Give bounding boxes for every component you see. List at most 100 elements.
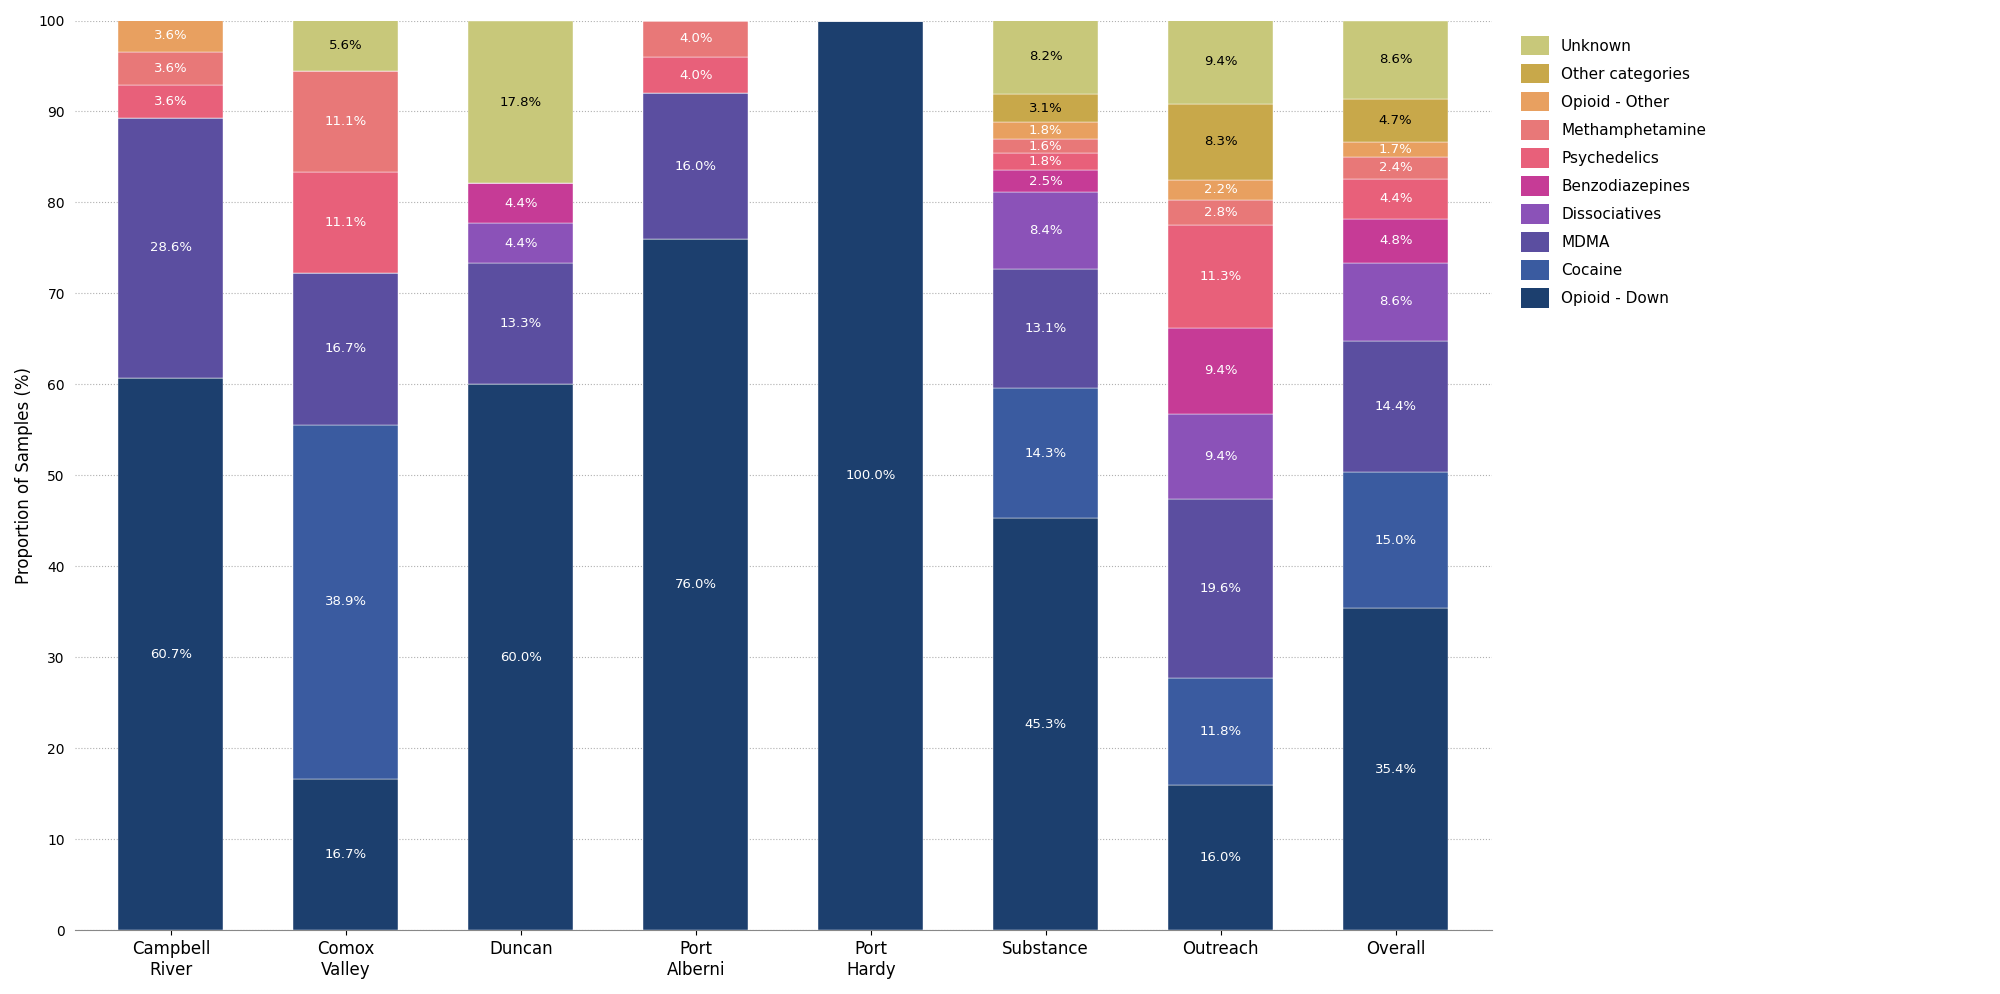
Text: 1.8%: 1.8% <box>1028 124 1062 137</box>
Bar <box>294 272 398 424</box>
Text: 16.7%: 16.7% <box>324 342 366 355</box>
Bar <box>468 22 574 183</box>
Bar <box>1168 180 1274 200</box>
Bar <box>468 183 574 224</box>
Bar <box>294 172 398 272</box>
Text: 1.6%: 1.6% <box>1028 139 1062 152</box>
Text: 4.4%: 4.4% <box>504 237 538 249</box>
Bar <box>994 518 1098 930</box>
Bar <box>1168 19 1274 104</box>
Bar <box>994 94 1098 122</box>
Text: 11.1%: 11.1% <box>324 216 366 229</box>
Bar <box>818 21 924 930</box>
Bar <box>994 170 1098 193</box>
Bar <box>1168 785 1274 930</box>
Text: 4.4%: 4.4% <box>1378 193 1412 206</box>
Bar <box>1344 262 1448 341</box>
Bar <box>994 269 1098 388</box>
Text: 3.6%: 3.6% <box>154 63 188 76</box>
Text: 14.4%: 14.4% <box>1374 400 1416 413</box>
Bar <box>994 193 1098 269</box>
Text: 9.4%: 9.4% <box>1204 365 1238 378</box>
Text: 4.0%: 4.0% <box>680 32 712 45</box>
Text: 11.3%: 11.3% <box>1200 270 1242 283</box>
Text: 8.6%: 8.6% <box>1378 53 1412 67</box>
Text: 11.8%: 11.8% <box>1200 725 1242 738</box>
Text: 8.6%: 8.6% <box>1378 295 1412 308</box>
Bar <box>468 385 574 930</box>
Text: 4.7%: 4.7% <box>1378 113 1412 126</box>
Bar <box>644 239 748 930</box>
Bar <box>644 21 748 57</box>
Bar <box>118 378 224 930</box>
Bar <box>1168 328 1274 414</box>
Bar <box>468 263 574 385</box>
Bar <box>1344 98 1448 141</box>
Bar <box>1168 200 1274 226</box>
Text: 38.9%: 38.9% <box>324 595 366 608</box>
Text: 8.3%: 8.3% <box>1204 135 1238 148</box>
Text: 13.3%: 13.3% <box>500 317 542 330</box>
Text: 4.0%: 4.0% <box>680 69 712 82</box>
Text: 14.3%: 14.3% <box>1024 446 1066 459</box>
Text: 5.6%: 5.6% <box>330 39 362 52</box>
Bar <box>994 20 1098 94</box>
Text: 2.4%: 2.4% <box>1378 161 1412 174</box>
Bar <box>294 71 398 172</box>
Text: 13.1%: 13.1% <box>1024 322 1066 335</box>
Bar <box>294 20 398 71</box>
Text: 35.4%: 35.4% <box>1374 763 1416 776</box>
Text: 15.0%: 15.0% <box>1374 534 1416 547</box>
Bar <box>1344 472 1448 608</box>
Bar <box>1344 219 1448 262</box>
Text: 60.7%: 60.7% <box>150 648 192 661</box>
Text: 76.0%: 76.0% <box>674 579 716 591</box>
Text: 3.6%: 3.6% <box>154 95 188 108</box>
Bar <box>1168 414 1274 499</box>
Text: 11.1%: 11.1% <box>324 114 366 127</box>
Text: 3.1%: 3.1% <box>1028 101 1062 115</box>
Text: 60.0%: 60.0% <box>500 651 542 664</box>
Bar <box>1168 678 1274 785</box>
Text: 2.2%: 2.2% <box>1204 183 1238 196</box>
Text: 8.2%: 8.2% <box>1028 51 1062 64</box>
Bar <box>294 424 398 778</box>
Text: 9.4%: 9.4% <box>1204 450 1238 463</box>
Bar <box>1344 157 1448 179</box>
Bar <box>994 153 1098 170</box>
Text: 16.0%: 16.0% <box>674 160 716 173</box>
Text: 45.3%: 45.3% <box>1024 718 1066 731</box>
Bar <box>118 85 224 118</box>
Text: 2.8%: 2.8% <box>1204 206 1238 219</box>
Text: 1.8%: 1.8% <box>1028 155 1062 168</box>
Text: 100.0%: 100.0% <box>846 469 896 482</box>
Bar <box>644 57 748 93</box>
Bar <box>1344 341 1448 472</box>
Text: 9.4%: 9.4% <box>1204 55 1238 68</box>
Bar <box>1344 179 1448 219</box>
Text: 2.5%: 2.5% <box>1028 175 1062 188</box>
Bar <box>994 122 1098 139</box>
Text: 4.8%: 4.8% <box>1378 235 1412 248</box>
Text: 16.7%: 16.7% <box>324 848 366 861</box>
Text: 1.7%: 1.7% <box>1378 143 1412 156</box>
Bar <box>1344 608 1448 930</box>
Bar <box>994 388 1098 518</box>
Y-axis label: Proportion of Samples (%): Proportion of Samples (%) <box>14 367 32 584</box>
Text: 16.0%: 16.0% <box>1200 851 1242 864</box>
Bar <box>994 139 1098 153</box>
Text: 8.4%: 8.4% <box>1028 225 1062 238</box>
Text: 19.6%: 19.6% <box>1200 581 1242 594</box>
Bar <box>1168 499 1274 678</box>
Bar <box>1168 104 1274 180</box>
Bar <box>644 93 748 239</box>
Bar <box>118 118 224 378</box>
Bar <box>118 20 224 53</box>
Text: 17.8%: 17.8% <box>500 95 542 109</box>
Text: 3.6%: 3.6% <box>154 30 188 43</box>
Legend: Unknown, Other categories, Opioid - Other, Methamphetamine, Psychedelics, Benzod: Unknown, Other categories, Opioid - Othe… <box>1514 28 1714 315</box>
Bar <box>468 224 574 263</box>
Bar <box>1168 226 1274 328</box>
Bar <box>118 53 224 85</box>
Text: 28.6%: 28.6% <box>150 242 192 254</box>
